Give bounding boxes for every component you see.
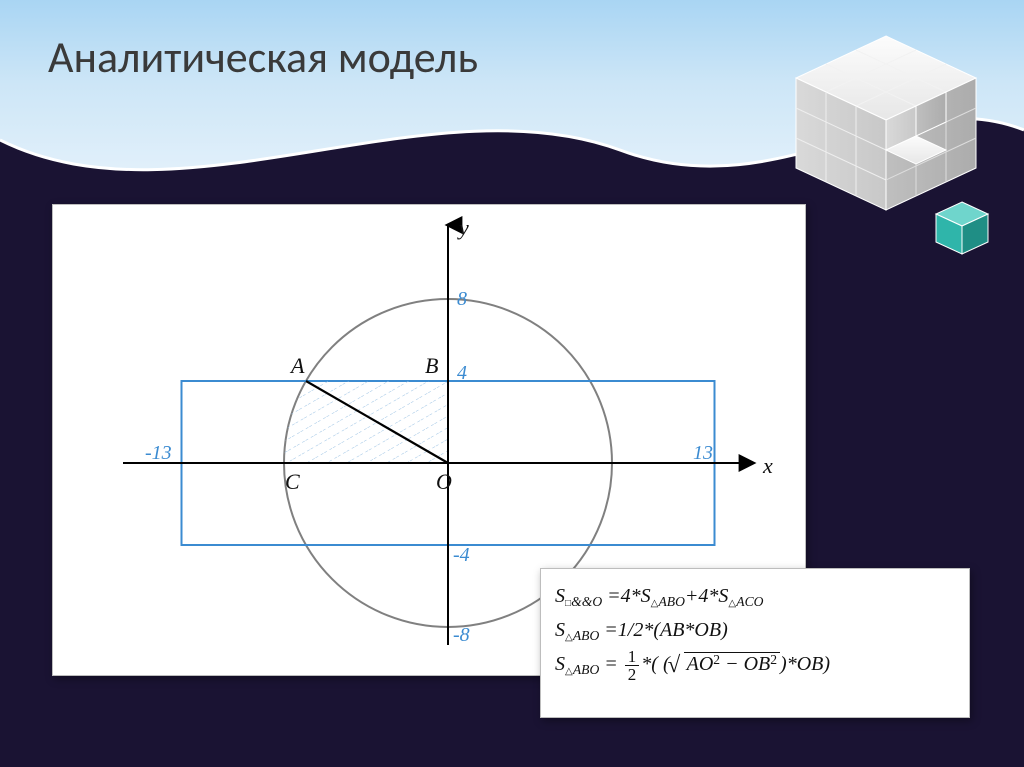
tick-y-8: 8 bbox=[457, 288, 467, 310]
label-C: C bbox=[285, 469, 300, 494]
formula-2: S△ABO =1/2*(AB*OB) bbox=[555, 613, 955, 647]
formula-3: S△ABO = 12*( (AO2 − OB2)*OB) bbox=[555, 647, 955, 683]
tick-y-4: 4 bbox=[457, 362, 467, 384]
tick-x-13: 13 bbox=[693, 442, 713, 464]
tick-x-n13: -13 bbox=[145, 442, 172, 464]
tick-y-n4: -4 bbox=[453, 544, 470, 566]
origin-label: O bbox=[436, 469, 452, 494]
axis-label-y: y bbox=[457, 215, 469, 240]
hatched-region bbox=[284, 381, 448, 463]
slide-root: Аналитическая модель bbox=[0, 0, 1024, 767]
tick-y-n8: -8 bbox=[453, 624, 470, 646]
slide-title: Аналитическая модель bbox=[48, 30, 478, 84]
formula-box: S□&&O =4*S△ABO+4*S△ACO S△ABO =1/2*(AB*OB… bbox=[540, 568, 970, 718]
label-A: A bbox=[289, 353, 305, 378]
cube-graphic bbox=[776, 32, 1016, 272]
formula-1: S□&&O =4*S△ABO+4*S△ACO bbox=[555, 579, 955, 613]
label-B: B bbox=[425, 353, 438, 378]
axis-label-x: x bbox=[762, 453, 773, 478]
